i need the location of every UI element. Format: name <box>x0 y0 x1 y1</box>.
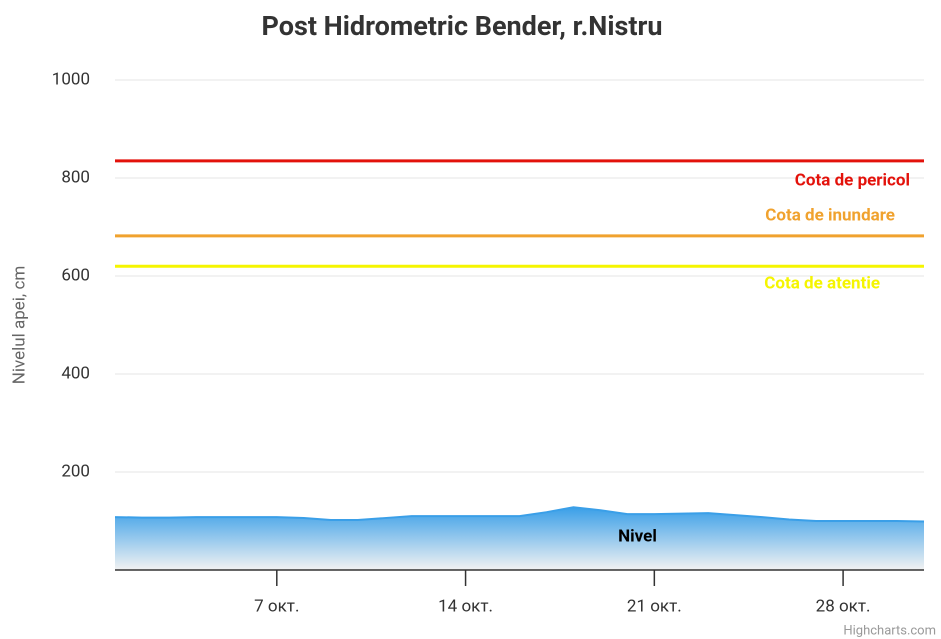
y-tick-label: 1000 <box>52 69 90 89</box>
x-tick-label: 21 окт. <box>627 596 682 616</box>
series-label: Nivel <box>618 526 657 546</box>
plot-line-label: Cota de inundare <box>765 205 895 225</box>
plot-line-label: Cota de atentie <box>764 274 880 294</box>
y-tick-label: 600 <box>61 265 90 285</box>
y-tick-label: 200 <box>61 461 90 481</box>
y-axis-title: Nivelul apei, cm <box>9 266 29 385</box>
area <box>115 507 924 570</box>
y-tick-label: 400 <box>61 363 90 383</box>
x-tick-label: 28 окт. <box>816 596 871 616</box>
chart-title: Post Hidrometric Bender, r.Nistru <box>262 10 663 42</box>
x-tick-label: 14 окт. <box>438 596 493 616</box>
credits: Highcharts.com <box>843 623 936 638</box>
area-line <box>114 506 925 523</box>
y-tick-label: 800 <box>61 167 90 187</box>
plot-line-label: Cota de pericol <box>795 170 910 190</box>
x-tick-label: 7 окт. <box>254 596 299 616</box>
